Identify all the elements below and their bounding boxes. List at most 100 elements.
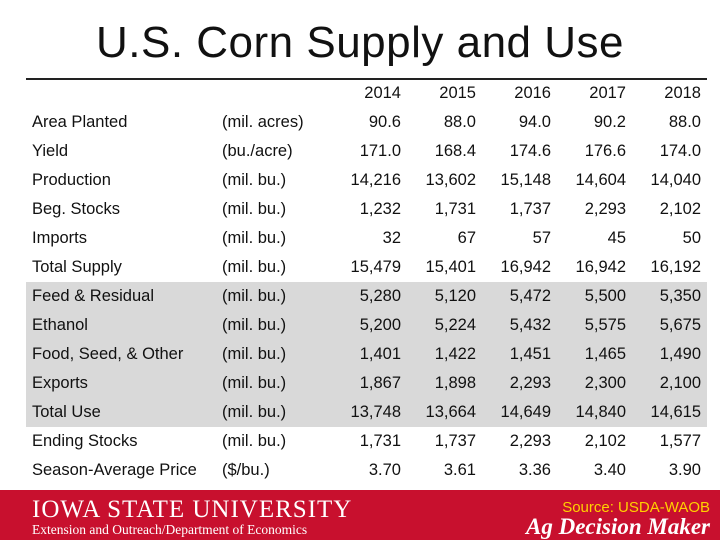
row-label: Imports bbox=[32, 229, 88, 247]
source-note: Source: USDA-WAOB bbox=[562, 499, 710, 516]
value-cell: 15,479 bbox=[350, 258, 401, 276]
row-label: Food, Seed, & Other bbox=[26, 340, 222, 369]
row-label: Area Planted bbox=[32, 113, 128, 131]
value-cell: 176.6 bbox=[584, 142, 626, 160]
university-logo-text: IOWA STATE UNIVERSITY bbox=[32, 496, 353, 523]
value-cell: 1,737 bbox=[509, 200, 551, 218]
row-unit: (mil. bu.) bbox=[222, 200, 287, 218]
value-cell: 5,575 bbox=[557, 311, 632, 340]
value-cell: 5,224 bbox=[407, 311, 482, 340]
header-row: 2014 2015 2016 2017 2018 bbox=[26, 79, 707, 108]
row-unit: (mil. bu.) bbox=[222, 229, 287, 247]
value-cell: 5,472 bbox=[482, 282, 557, 311]
value-cell: 14,649 bbox=[482, 398, 557, 427]
year-header: 2016 bbox=[514, 84, 551, 102]
value-cell: 1,232 bbox=[359, 200, 401, 218]
row-unit: (mil. bu.) bbox=[222, 258, 287, 276]
value-cell: 1,401 bbox=[332, 340, 407, 369]
row-unit: (mil. bu.) bbox=[222, 282, 332, 311]
table-row: Season-Average Price ($/bu.) 3.70 3.61 3.36 3… bbox=[26, 456, 707, 485]
slide-title: U.S. Corn Supply and Use bbox=[95, 18, 625, 67]
year-header: 2017 bbox=[589, 84, 626, 102]
table-row: Production (mil. bu.) 14,216 13,602 15,148 14… bbox=[26, 166, 707, 195]
year-header: 2014 bbox=[364, 84, 401, 102]
value-cell: 5,350 bbox=[632, 282, 707, 311]
value-cell: 1,577 bbox=[659, 432, 701, 450]
row-unit: (mil. bu.) bbox=[222, 340, 332, 369]
table-row: Ethanol (mil. bu.) 5,200 5,224 5,432 5,575 5,6… bbox=[26, 311, 707, 340]
table-row: Area Planted (mil. acres) 90.6 88.0 94.0 90.2… bbox=[26, 108, 707, 137]
value-cell: 3.90 bbox=[668, 461, 701, 479]
table-row: Ending Stocks (mil. bu.) 1,731 1,737 2,293 2,… bbox=[26, 427, 707, 456]
table-row: Food, Seed, & Other (mil. bu.) 1,401 1,422 1… bbox=[26, 340, 707, 369]
value-cell: 14,040 bbox=[650, 171, 701, 189]
row-unit: (mil. bu.) bbox=[222, 369, 332, 398]
value-cell: 13,602 bbox=[425, 171, 476, 189]
row-unit: (mil. bu.) bbox=[222, 432, 287, 450]
value-cell: 1,465 bbox=[557, 340, 632, 369]
table-row: Total Supply (mil. bu.) 15,479 15,401 16,942… bbox=[26, 253, 707, 282]
value-cell: 1,451 bbox=[482, 340, 557, 369]
value-cell: 14,840 bbox=[557, 398, 632, 427]
value-cell: 168.4 bbox=[434, 142, 476, 160]
value-cell: 32 bbox=[382, 229, 401, 247]
value-cell: 94.0 bbox=[518, 113, 551, 131]
row-label: Feed & Residual bbox=[26, 282, 222, 311]
table-row: Feed & Residual (mil. bu.) 5,280 5,120 5,472… bbox=[26, 282, 707, 311]
header-blank-unit bbox=[222, 79, 332, 108]
value-cell: 90.2 bbox=[593, 113, 626, 131]
value-cell: 16,192 bbox=[650, 258, 701, 276]
value-cell: 1,731 bbox=[359, 432, 401, 450]
value-cell: 50 bbox=[682, 229, 701, 247]
value-cell: 3.61 bbox=[443, 461, 476, 479]
value-cell: 5,432 bbox=[482, 311, 557, 340]
value-cell: 5,675 bbox=[632, 311, 707, 340]
value-cell: 45 bbox=[607, 229, 626, 247]
row-label: Ending Stocks bbox=[32, 432, 138, 450]
value-cell: 1,731 bbox=[434, 200, 476, 218]
table-row: Total Use (mil. bu.) 13,748 13,664 14,649 14,… bbox=[26, 398, 707, 427]
supply-use-table: 2014 2015 2016 2017 2018 Area Planted (mi… bbox=[26, 79, 707, 485]
row-unit: (mil. bu.) bbox=[222, 171, 287, 189]
header-blank-label bbox=[26, 79, 222, 108]
value-cell: 14,604 bbox=[575, 171, 626, 189]
extension-subtitle: Extension and Outreach/Department of Eco… bbox=[32, 522, 308, 537]
row-label: Exports bbox=[26, 369, 222, 398]
value-cell: 3.36 bbox=[518, 461, 551, 479]
value-cell: 16,942 bbox=[500, 258, 551, 276]
value-cell: 5,500 bbox=[557, 282, 632, 311]
row-unit: (bu./acre) bbox=[222, 142, 293, 160]
row-label: Total Use bbox=[26, 398, 222, 427]
value-cell: 1,422 bbox=[407, 340, 482, 369]
value-cell: 174.0 bbox=[659, 142, 701, 160]
ag-decision-maker-logo: Ag Decision Maker bbox=[526, 514, 710, 539]
row-label: Production bbox=[32, 171, 111, 189]
value-cell: 2,293 bbox=[509, 432, 551, 450]
table-row: Beg. Stocks (mil. bu.) 1,232 1,731 1,737 2,29… bbox=[26, 195, 707, 224]
row-label: Beg. Stocks bbox=[32, 200, 121, 218]
header-rule bbox=[26, 78, 707, 80]
footer-bar: IOWA STATE UNIVERSITY Extension and Outr… bbox=[0, 490, 720, 540]
year-header: 2018 bbox=[664, 84, 701, 102]
row-unit: (mil. bu.) bbox=[222, 398, 332, 427]
value-cell: 14,615 bbox=[632, 398, 707, 427]
row-label: Season-Average Price bbox=[32, 461, 197, 479]
value-cell: 171.0 bbox=[359, 142, 401, 160]
row-label: Total Supply bbox=[32, 258, 122, 276]
value-cell: 13,664 bbox=[407, 398, 482, 427]
value-cell: 5,280 bbox=[332, 282, 407, 311]
row-unit: (mil. bu.) bbox=[222, 311, 332, 340]
year-header: 2015 bbox=[439, 84, 476, 102]
value-cell: 1,898 bbox=[407, 369, 482, 398]
row-label: Yield bbox=[32, 142, 69, 160]
table-row: Exports (mil. bu.) 1,867 1,898 2,293 2,300 2,1… bbox=[26, 369, 707, 398]
value-cell: 1,867 bbox=[332, 369, 407, 398]
row-unit: (mil. acres) bbox=[222, 113, 304, 131]
value-cell: 14,216 bbox=[350, 171, 401, 189]
value-cell: 88.0 bbox=[443, 113, 476, 131]
row-label: Ethanol bbox=[26, 311, 222, 340]
value-cell: 90.6 bbox=[368, 113, 401, 131]
value-cell: 1,737 bbox=[434, 432, 476, 450]
value-cell: 15,148 bbox=[500, 171, 551, 189]
value-cell: 5,120 bbox=[407, 282, 482, 311]
